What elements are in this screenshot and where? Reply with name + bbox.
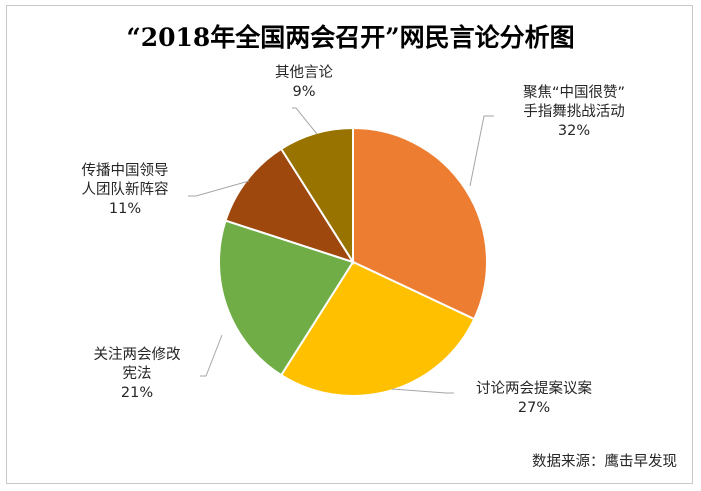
leader-line-leadership [188,180,250,197]
slice-label-line: 传播中国领导 [81,163,169,179]
leader-line-constitution [200,334,223,377]
slice-label-line: 人团队新阵容 [81,182,169,198]
slice-percent: 11% [108,201,142,217]
slice-proposals [279,260,476,397]
slice-other [279,126,354,266]
slice-focus-china [352,126,488,321]
data-source-note: 数据来源：鹰击早发现 [532,454,677,470]
slice-label-other: 其他言论 9% [244,64,364,102]
slice-leadership [224,147,356,264]
slice-label-line: 讨论两会提案议案 [476,381,592,397]
leader-line-other [292,107,318,135]
slice-label-constitution: 关注两会修改 宪法 21% [62,346,212,403]
slice-label-proposals: 讨论两会提案议案 27% [434,380,634,418]
chart-title: “2018年全国两会召开”网民言论分析图 [126,23,575,52]
slice-label-line: 关注两会修改 [93,347,181,363]
slice-label-line: 宪法 [122,366,152,382]
slice-percent: 9% [292,84,316,100]
leader-line-focus-china [469,115,494,187]
slice-percent: 32% [557,123,591,139]
slice-label-line: 聚焦“中国很赞” [522,85,626,101]
slice-label-focus-china: 聚焦“中国很赞” 手指舞挑战活动 32% [474,84,674,141]
slice-label-line: 其他言论 [275,65,333,81]
slice-label-leadership: 传播中国领导 人团队新阵容 11% [50,162,200,219]
slice-constitution [218,219,355,377]
slice-percent: 27% [517,400,551,416]
leader-line-proposals [391,388,454,394]
slice-percent: 21% [120,385,154,401]
slice-label-line: 手指舞挑战活动 [523,104,625,120]
